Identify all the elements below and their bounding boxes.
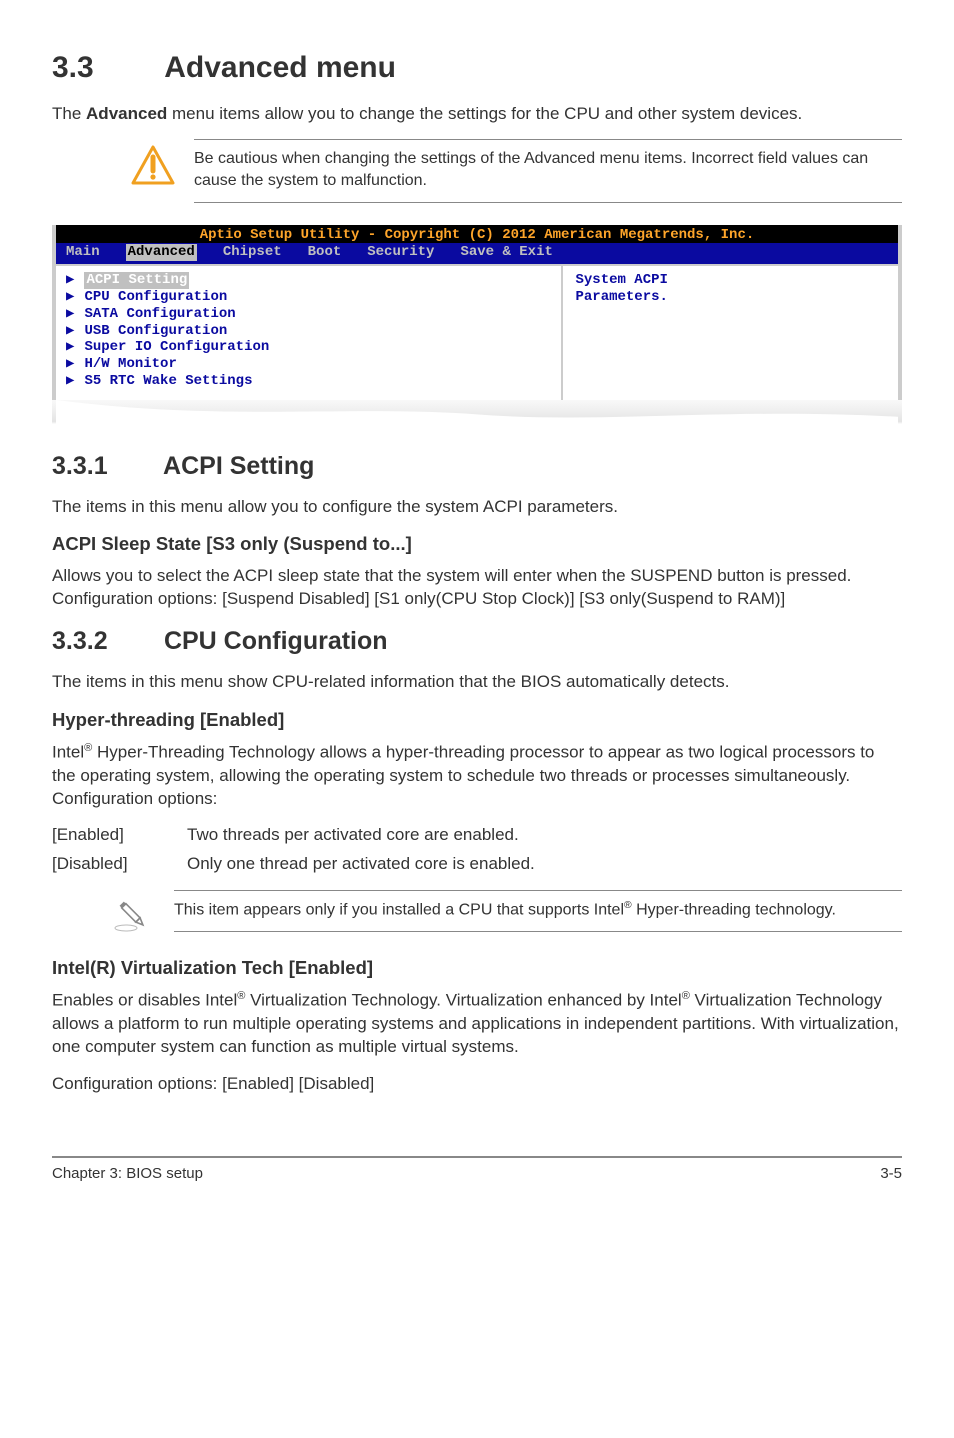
bios-item-sata: SATA Configuration: [84, 306, 235, 323]
bios-tab-save-exit: Save & Exit: [460, 244, 552, 261]
bios-title: Aptio Setup Utility - Copyright (C) 2012…: [56, 225, 898, 244]
section-title: Advanced menu: [164, 51, 396, 84]
vt-body-1: Enables or disables Intel® Virtualizatio…: [52, 989, 902, 1058]
hyper-threading-heading: Hyper-threading [Enabled]: [52, 708, 902, 733]
opt-disabled-key: [Disabled]: [52, 853, 187, 876]
bios-item-s5rtc: S5 RTC Wake Settings: [84, 373, 252, 390]
bios-item-superio: Super IO Configuration: [84, 339, 269, 356]
footer-page-number: 3-5: [880, 1164, 902, 1184]
bios-tab-chipset: Chipset: [223, 244, 282, 261]
bios-item-acpi: ACPI Setting: [84, 272, 189, 289]
bios-fade-edge: [52, 400, 902, 424]
bios-item-usb: USB Configuration: [84, 323, 227, 340]
s331-desc: The items in this menu allow you to conf…: [52, 496, 902, 519]
bios-tab-advanced: Advanced: [126, 244, 197, 261]
vt-heading: Intel(R) Virtualization Tech [Enabled]: [52, 956, 902, 981]
section-number: 3.3: [52, 48, 157, 89]
bios-screenshot: Aptio Setup Utility - Copyright (C) 2012…: [52, 225, 902, 424]
info-note: This item appears only if you installed …: [110, 890, 902, 934]
bios-item-cpu: CPU Configuration: [84, 289, 227, 306]
section-heading: 3.3 Advanced menu: [52, 48, 902, 89]
subsection-331-heading: 3.3.1 ACPI Setting: [52, 450, 902, 484]
bios-tab-main: Main: [66, 244, 100, 261]
vt-body-2: Configuration options: [Enabled] [Disabl…: [52, 1073, 902, 1096]
footer-chapter: Chapter 3: BIOS setup: [52, 1164, 203, 1184]
hyper-threading-body: Intel® Hyper-Threading Technology allows…: [52, 741, 902, 810]
opt-enabled-key: [Enabled]: [52, 824, 187, 847]
bios-help-pane: System ACPI Parameters.: [561, 266, 898, 412]
subsection-332-heading: 3.3.2 CPU Configuration: [52, 625, 902, 659]
bios-menu-list: ▶ACPI Setting ▶CPU Configuration ▶SATA C…: [56, 266, 561, 412]
s332-desc: The items in this menu show CPU-related …: [52, 671, 902, 694]
pencil-icon: [110, 890, 156, 934]
caution-text: Be cautious when changing the settings o…: [194, 139, 902, 202]
acpi-sleep-state-heading: ACPI Sleep State [S3 only (Suspend to...…: [52, 532, 902, 557]
opt-enabled-val: Two threads per activated core are enabl…: [187, 824, 519, 847]
ht-options-table: [Enabled] Two threads per activated core…: [52, 824, 902, 876]
bios-tab-boot: Boot: [308, 244, 342, 261]
bios-tab-bar: Main Advanced Chipset Boot Security Save…: [56, 243, 898, 264]
bios-item-hwmon: H/W Monitor: [84, 356, 176, 373]
bios-tab-security: Security: [367, 244, 434, 261]
page-footer: Chapter 3: BIOS setup 3-5: [52, 1156, 902, 1184]
acpi-sleep-state-body: Allows you to select the ACPI sleep stat…: [52, 565, 902, 611]
caution-icon: [130, 139, 176, 185]
info-note-text: This item appears only if you installed …: [174, 890, 902, 932]
opt-disabled-val: Only one thread per activated core is en…: [187, 853, 535, 876]
intro-paragraph: The Advanced menu items allow you to cha…: [52, 103, 902, 126]
caution-note: Be cautious when changing the settings o…: [130, 139, 902, 202]
